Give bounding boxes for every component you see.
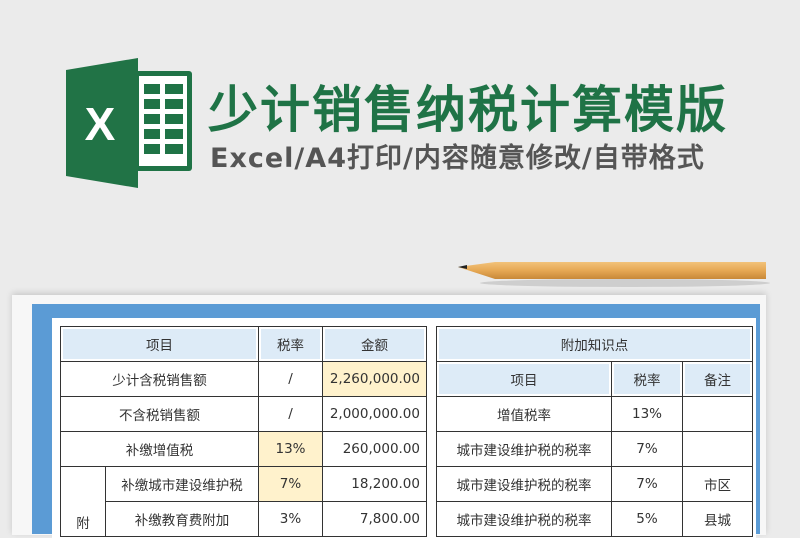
cell-rate[interactable]: 13%: [611, 396, 683, 432]
cell-item[interactable]: 不含税销售额: [60, 396, 259, 432]
header-rate: 税率: [258, 326, 323, 362]
header-item: 项目: [60, 326, 259, 362]
cell-rate[interactable]: 7%: [258, 466, 323, 502]
cell-amount[interactable]: 260,000.00: [322, 431, 427, 467]
knowledge-title: 附加知识点: [435, 326, 754, 362]
cell-item[interactable]: 补缴教育费附加: [105, 501, 259, 537]
cell-item[interactable]: 增值税率: [436, 396, 612, 432]
table-row: 城市建设维护税的税率 5% 县城: [436, 501, 754, 537]
cell-note[interactable]: 县城: [681, 501, 754, 537]
cell-rate[interactable]: 13%: [258, 431, 323, 467]
cell-amount[interactable]: 18,200.00: [322, 466, 427, 502]
cell-rate[interactable]: /: [258, 396, 323, 432]
header-rate: 税率: [611, 361, 683, 397]
svg-text:X: X: [85, 98, 116, 150]
cell-item[interactable]: 城市建设维护税的税率: [436, 466, 612, 502]
cell-item[interactable]: 补缴增值税: [60, 431, 259, 467]
cell-item[interactable]: 少计含税销售额: [60, 361, 259, 397]
sales-tax-table: 项目 税率 金额 少计含税销售额 / 2,260,000.00 不含税销售额 /…: [60, 326, 427, 537]
cell-amount[interactable]: 2,000,000.00: [322, 396, 427, 432]
page-title: 少计销售纳税计算模版: [208, 81, 728, 139]
cell-amount[interactable]: 2,260,000.00: [322, 361, 427, 397]
table-row: 增值税率 13%: [436, 396, 754, 432]
table-header-row: 项目 税率 金额: [60, 326, 427, 362]
cell-rate[interactable]: /: [258, 361, 323, 397]
table-row: 城市建设维护税的税率 7%: [436, 431, 754, 467]
page-subtitle: Excel/A4打印/内容随意修改/自带格式: [210, 143, 705, 174]
cell-note[interactable]: [681, 431, 754, 467]
knowledge-table: 附加知识点 项目 税率 备注 增值税率 13% 城市建设维护税的税率 7% 城市…: [435, 326, 754, 537]
table-row: 少计含税销售额 / 2,260,000.00: [60, 361, 427, 397]
cell-amount[interactable]: 7,800.00: [322, 501, 427, 537]
cell-note[interactable]: [681, 396, 754, 432]
group-label[interactable]: 附: [60, 466, 106, 537]
pencil-icon: [458, 262, 770, 287]
table-row: 补缴教育费附加 3% 7,800.00: [61, 501, 427, 537]
cell-rate[interactable]: 7%: [611, 431, 683, 467]
table-header-row: 项目 税率 备注: [436, 361, 754, 397]
cell-rate[interactable]: 5%: [611, 501, 683, 537]
table-row: 城市建设维护税的税率 7% 市区: [436, 466, 754, 502]
header-note: 备注: [681, 361, 754, 397]
header-amount: 金额: [322, 326, 427, 362]
cell-item[interactable]: 补缴城市建设维护税: [105, 466, 259, 502]
header-item: 项目: [436, 361, 612, 397]
cell-rate[interactable]: 7%: [611, 466, 683, 502]
table-row: 不含税销售额 / 2,000,000.00: [60, 396, 427, 432]
cell-note[interactable]: 市区: [681, 466, 754, 502]
excel-logo-icon: X: [66, 58, 192, 188]
cell-rate[interactable]: 3%: [258, 501, 323, 537]
table-row: 附 补缴城市建设维护税 7% 18,200.00: [60, 466, 427, 537]
cell-item[interactable]: 城市建设维护税的税率: [436, 431, 612, 467]
cell-item[interactable]: 城市建设维护税的税率: [436, 501, 612, 537]
table-row: 补缴增值税 13% 260,000.00: [60, 431, 427, 467]
